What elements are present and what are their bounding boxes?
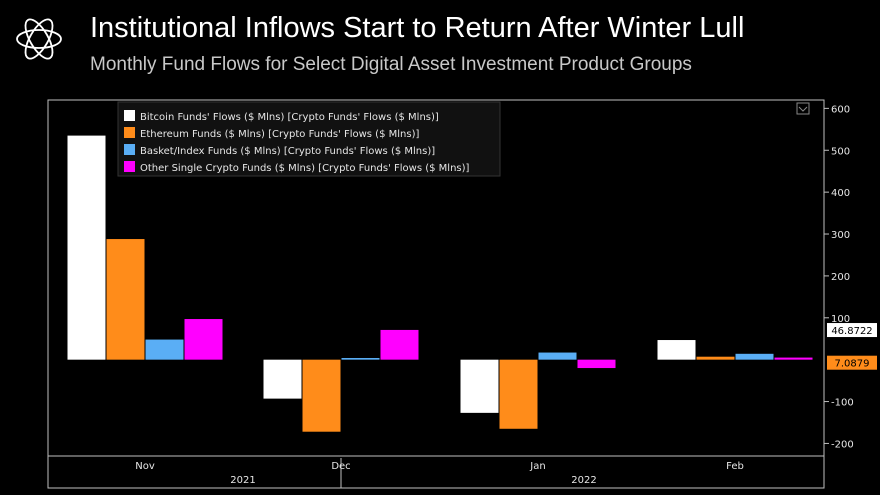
chart-title: Institutional Inflows Start to Return Af…	[90, 12, 745, 44]
last-value-label: 46.8722	[831, 326, 872, 337]
bar-bitcoin-jan	[460, 359, 499, 413]
bar-other-jan	[577, 359, 616, 369]
legend-swatch-basket	[124, 144, 135, 155]
y-tick-label: 100	[831, 314, 850, 325]
y-tick-label: -100	[831, 398, 854, 409]
bar-basket-jan	[538, 352, 577, 360]
bar-basket-dec	[341, 357, 380, 360]
y-tick-label: 300	[831, 230, 850, 241]
y-tick-label: 500	[831, 146, 850, 157]
category-label: Jan	[529, 461, 545, 472]
bar-basket-feb	[735, 353, 774, 360]
bar-bitcoin-feb	[657, 340, 696, 360]
category-label: Nov	[135, 461, 155, 472]
year-label: 2022	[571, 475, 596, 486]
legend-entry-basket: Basket/Index Funds ($ Mlns) [Crypto Fund…	[140, 146, 435, 157]
legend-entry-ethereum: Ethereum Funds ($ Mlns) [Crypto Funds' F…	[140, 129, 419, 140]
bar-ethereum-nov	[106, 239, 145, 360]
bar-bitcoin-dec	[263, 359, 302, 399]
last-value-label: 7.0879	[835, 359, 870, 370]
logo-icon	[16, 18, 62, 60]
y-tick-label: -200	[831, 439, 854, 450]
category-label: Dec	[331, 461, 350, 472]
legend-swatch-other	[124, 161, 135, 172]
y-tick-label: 600	[831, 104, 850, 115]
bar-ethereum-jan	[499, 359, 538, 429]
header: Institutional Inflows Start to Return Af…	[0, 0, 880, 90]
last-value-badge	[827, 355, 877, 370]
chart-subtitle: Monthly Fund Flows for Select Digital As…	[90, 54, 692, 75]
legend-box	[117, 101, 501, 177]
bar-other-dec	[380, 329, 419, 360]
category-label: Feb	[726, 461, 744, 472]
legend-swatch-bitcoin	[124, 110, 135, 121]
bar-other-feb	[774, 357, 813, 360]
bar-other-nov	[184, 319, 223, 360]
legend-entry-other: Other Single Crypto Funds ($ Mlns) [Cryp…	[140, 163, 470, 174]
plot-frame	[47, 99, 825, 489]
chart-menu-icon[interactable]	[796, 102, 810, 115]
bar-bitcoin-nov	[67, 135, 106, 360]
legend-swatch-ethereum	[124, 127, 135, 138]
bar-chart: 600 500 400 300 200 100 -100 -200 Nov Dec Jan Feb 20…	[0, 96, 880, 495]
bar-basket-nov	[145, 339, 184, 360]
bar-ethereum-dec	[302, 359, 341, 432]
bar-ethereum-feb	[696, 356, 735, 360]
y-tick-label: 400	[831, 188, 850, 199]
year-label: 2021	[230, 475, 255, 486]
legend-entry-bitcoin: Bitcoin Funds' Flows ($ Mlns) [Crypto Fu…	[140, 112, 439, 123]
last-value-badge	[827, 323, 877, 338]
chart-svg: 600 500 400 300 200 100 -100 -200 Nov Dec Jan Feb 20…	[47, 99, 877, 489]
chart-area: 600 500 400 300 200 100 -100 -200 Nov Dec Jan Feb 20…	[0, 96, 880, 495]
y-tick-label: 200	[831, 272, 850, 283]
